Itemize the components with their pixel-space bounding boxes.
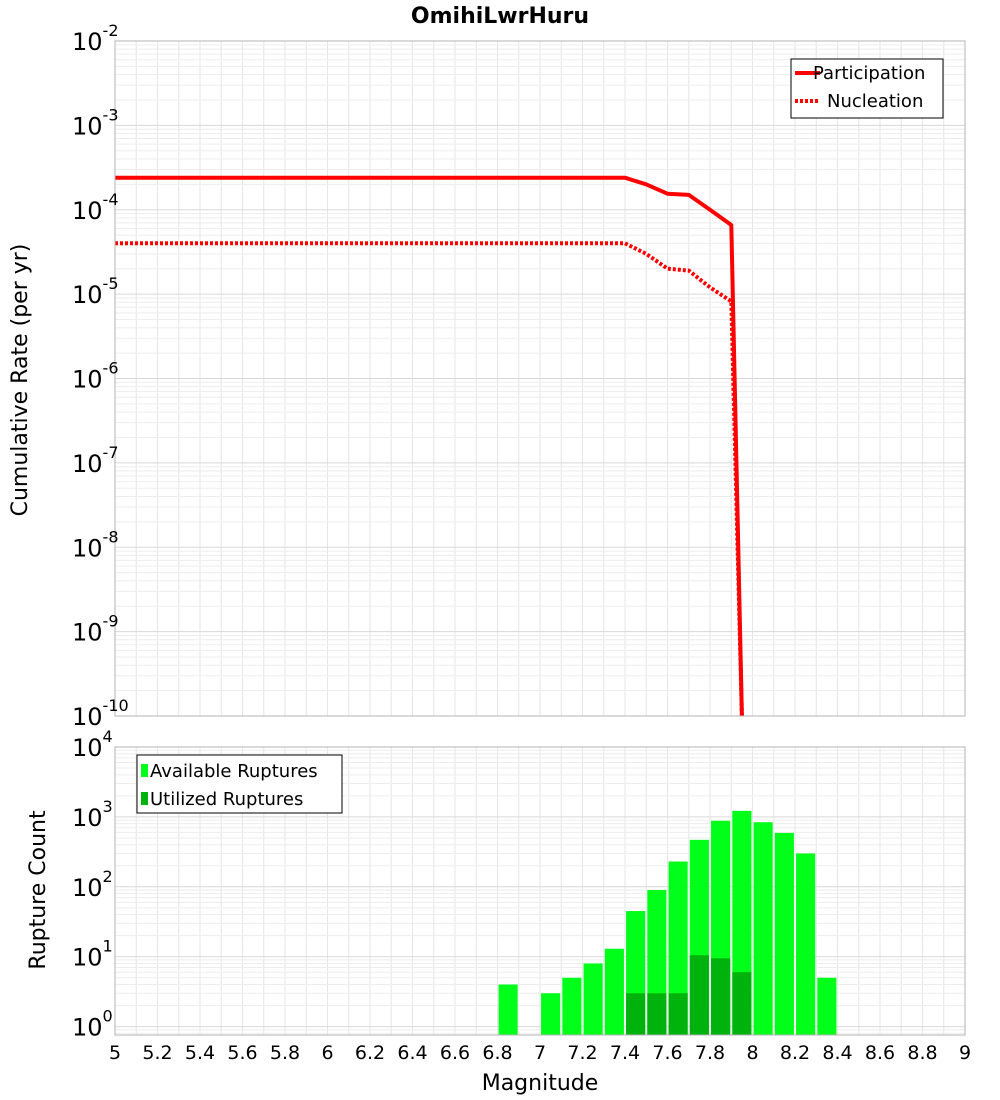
x-tick-label: 5.6	[227, 1042, 257, 1064]
x-tick-label: 7.6	[652, 1042, 682, 1064]
bar-available-ruptures	[668, 861, 688, 1035]
x-tick-label: 8.2	[780, 1042, 810, 1064]
x-tick-label: 6.8	[482, 1042, 512, 1064]
chart-title: OmihiLwrHuru	[411, 4, 589, 29]
bar-available-ruptures	[817, 977, 837, 1035]
x-tick-label: 5.8	[270, 1042, 300, 1064]
series-line-nucleation	[115, 241, 744, 717]
top-y-tick-label: 10-6	[72, 359, 119, 394]
x-tick-label: 7.4	[610, 1042, 640, 1064]
x-tick-label: 7	[534, 1042, 546, 1064]
top-y-tick-label: 10-3	[72, 105, 119, 140]
bar-available-ruptures	[774, 832, 794, 1035]
legend-swatch	[141, 792, 148, 805]
x-tick-label: 6.4	[397, 1042, 427, 1064]
bottom-y-tick-label: 102	[72, 867, 113, 902]
x-tick-label: 6	[321, 1042, 333, 1064]
legend-box	[136, 754, 343, 814]
top-y-tick-label: 10-2	[72, 21, 119, 56]
top-plot-border	[114, 40, 966, 717]
bottom-plot-border	[114, 746, 966, 1036]
bar-utilized-ruptures	[626, 993, 646, 1035]
x-tick-label: 5.4	[185, 1042, 215, 1064]
x-tick-label: 8	[746, 1042, 758, 1064]
top-y-tick-label: 10-4	[72, 190, 119, 225]
series-line-participation	[115, 175, 744, 717]
legend-label: Nucleation	[827, 91, 923, 112]
bar-available-ruptures	[562, 977, 582, 1035]
top-gridlines	[114, 41, 966, 717]
bar-available-ruptures	[796, 853, 816, 1035]
bottom-y-tick-label: 101	[72, 937, 113, 972]
bottom-y-tick-label: 104	[72, 727, 113, 762]
top-y-tick-label: 10-8	[72, 527, 119, 562]
bar-utilized-ruptures	[732, 972, 752, 1035]
bar-available-ruptures	[498, 984, 518, 1035]
bar-utilized-ruptures	[668, 993, 688, 1035]
bar-utilized-ruptures	[689, 955, 709, 1035]
top-y-axis-label: Cumulative Rate (per yr)	[8, 244, 33, 517]
bar-available-ruptures	[583, 963, 603, 1035]
x-tick-label: 7.2	[567, 1042, 597, 1064]
x-tick-labels: 5 5.2 5.4 5.6 5.8 6 6.2 6.4 6.6 6.8 7 7.2 7.4 7.6 7.8 8…	[109, 1042, 971, 1064]
x-tick-label: 6.6	[440, 1042, 470, 1064]
bar-available-ruptures	[604, 948, 624, 1035]
top-legend: Participation Nucleation	[790, 58, 944, 119]
x-tick-label: 6.2	[355, 1042, 385, 1064]
bottom-plot: 104 103 102 101 100 Available Ruptures Utilize…	[72, 727, 971, 1064]
legend-box	[790, 58, 944, 119]
top-y-tick-label: 10-10	[72, 696, 129, 731]
x-axis-label: Magnitude	[482, 1071, 599, 1096]
bar-available-ruptures	[753, 822, 773, 1035]
bottom-y-tick-label: 103	[72, 797, 113, 832]
bar-available-ruptures	[541, 993, 561, 1035]
top-y-tick-label: 10-7	[72, 443, 119, 478]
legend-label: Available Ruptures	[150, 761, 318, 782]
x-tick-label: 8.4	[822, 1042, 852, 1064]
bottom-y-axis-label: Rupture Count	[26, 810, 51, 970]
legend-label: Utilized Ruptures	[150, 789, 303, 810]
x-tick-label: 5.2	[142, 1042, 172, 1064]
x-tick-label: 9	[959, 1042, 971, 1064]
legend-label: Participation	[813, 63, 925, 84]
x-tick-label: 5	[109, 1042, 121, 1064]
legend-swatch	[141, 764, 148, 777]
x-tick-label: 7.8	[695, 1042, 725, 1064]
top-plot: 10-2 10-3 10-4 10-5 10-6 10-7 10-8 10-9 10-10 Par…	[72, 21, 966, 731]
bar-utilized-ruptures	[647, 993, 667, 1035]
x-tick-label: 8.8	[907, 1042, 937, 1064]
top-y-tick-label: 10-9	[72, 612, 119, 647]
bottom-y-tick-label: 100	[72, 1007, 113, 1042]
top-y-tick-label: 10-5	[72, 274, 119, 309]
x-tick-label: 8.6	[865, 1042, 895, 1064]
bottom-legend: Available Ruptures Utilized Ruptures	[136, 754, 343, 814]
bar-utilized-ruptures	[711, 958, 731, 1035]
